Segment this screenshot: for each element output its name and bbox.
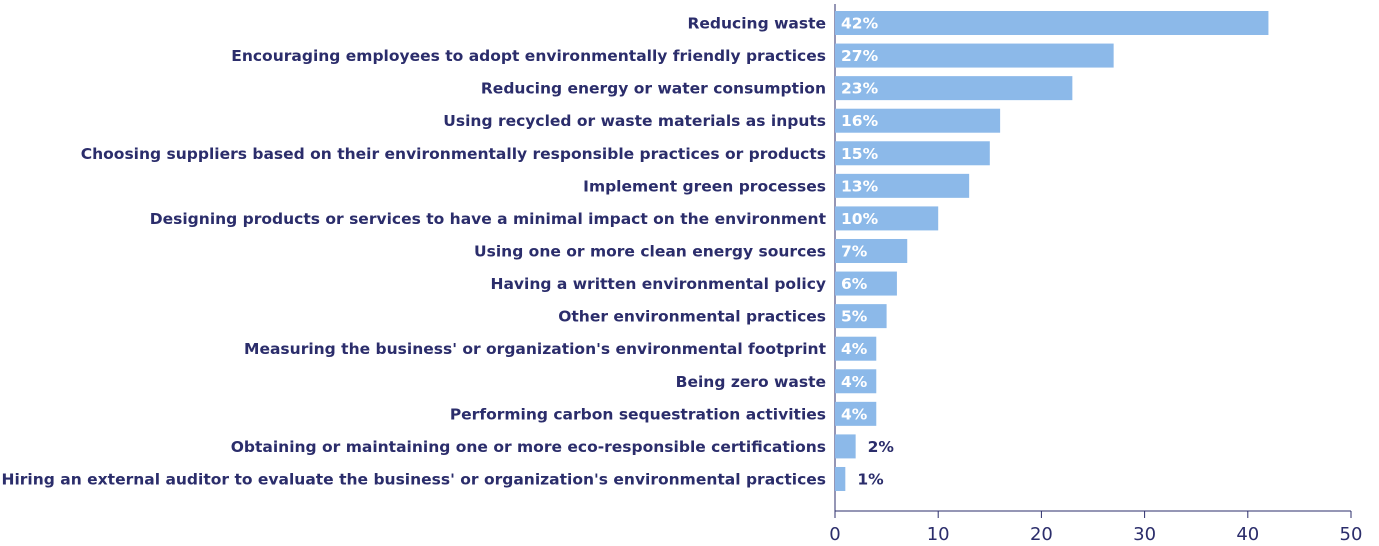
category-label: Obtaining or maintaining one or more eco…: [231, 438, 826, 456]
value-label: 13%: [841, 177, 879, 195]
category-label: Hiring an external auditor to evaluate t…: [2, 470, 827, 488]
x-tick-label: 30: [1133, 524, 1156, 545]
value-label: 1%: [857, 470, 884, 488]
bar: [835, 76, 1073, 101]
category-label: Reducing waste: [687, 15, 826, 33]
bar: [835, 271, 897, 296]
bar: [835, 173, 970, 198]
category-label: Being zero waste: [676, 373, 826, 391]
category-label: Reducing energy or water consumption: [481, 80, 826, 98]
bar: [835, 304, 887, 329]
x-tick-label: 10: [927, 524, 950, 545]
category-label: Encouraging employees to adopt environme…: [231, 47, 826, 65]
bar: [835, 336, 877, 361]
value-label: 4%: [841, 405, 868, 423]
x-tick-label: 0: [829, 524, 840, 545]
bar: [835, 369, 877, 394]
category-label: Choosing suppliers based on their enviro…: [81, 145, 826, 163]
bar: [835, 141, 990, 166]
bar: [835, 401, 877, 426]
category-label: Performing carbon sequestration activiti…: [450, 405, 826, 423]
value-label: 4%: [841, 340, 868, 358]
value-label: 42%: [841, 15, 879, 33]
category-label: Using recycled or waste materials as inp…: [443, 112, 826, 130]
category-label: Measuring the business' or organization'…: [244, 340, 827, 358]
category-label: Using one or more clean energy sources: [474, 242, 826, 260]
value-label: 2%: [868, 438, 895, 456]
value-label: 5%: [841, 308, 868, 326]
bar: [835, 11, 1269, 35]
bar: [835, 434, 856, 459]
bar: [835, 206, 939, 231]
category-label: Other environmental practices: [558, 308, 826, 326]
value-label: 7%: [841, 242, 868, 260]
value-label: 16%: [841, 112, 879, 130]
category-label: Designing products or services to have a…: [150, 210, 827, 228]
value-label: 4%: [841, 373, 868, 391]
value-label: 10%: [841, 210, 879, 228]
bar: [835, 43, 1114, 68]
bar: [835, 238, 908, 263]
x-tick-label: 40: [1236, 524, 1259, 545]
value-label: 15%: [841, 145, 879, 163]
bar: [835, 466, 846, 491]
category-label: Implement green processes: [583, 177, 826, 195]
value-label: 6%: [841, 275, 868, 293]
x-tick-label: 20: [1030, 524, 1053, 545]
category-label: Having a written environmental policy: [491, 275, 827, 293]
bar: [835, 108, 1001, 133]
x-tick-label: 50: [1340, 524, 1363, 545]
value-label: 23%: [841, 80, 879, 98]
value-label: 27%: [841, 47, 879, 65]
